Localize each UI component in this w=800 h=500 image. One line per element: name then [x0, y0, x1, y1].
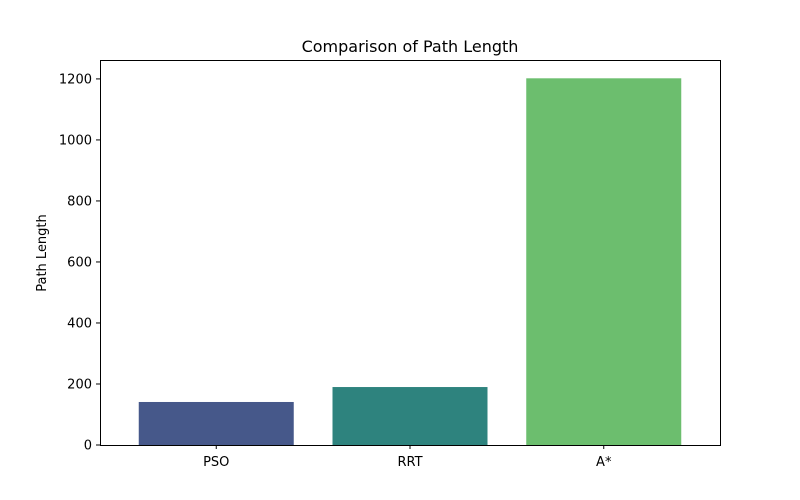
- bars-group: [139, 78, 682, 445]
- y-tick-label: 1200: [59, 72, 92, 87]
- x-tick-label: A*: [596, 455, 612, 470]
- y-tick-label: 0: [84, 439, 92, 454]
- y-axis-ticks: 0 200 400 600 800 1000 1200: [59, 72, 100, 453]
- y-tick-label: 800: [67, 194, 92, 209]
- chart-title: Comparison of Path Length: [302, 37, 519, 56]
- x-tick-label: RRT: [397, 455, 422, 470]
- y-tick-label: 400: [67, 316, 92, 331]
- x-tick-label: PSO: [203, 455, 229, 470]
- x-axis-ticks: PSO RRT A*: [203, 445, 612, 470]
- y-tick-label: 200: [67, 377, 92, 392]
- y-tick-label: 600: [67, 255, 92, 270]
- bar-a: [526, 78, 681, 445]
- y-axis-label: Path Length: [35, 214, 50, 292]
- y-tick-label: 1000: [59, 133, 92, 148]
- bar-pso: [139, 402, 294, 445]
- bar-rrt: [333, 387, 488, 445]
